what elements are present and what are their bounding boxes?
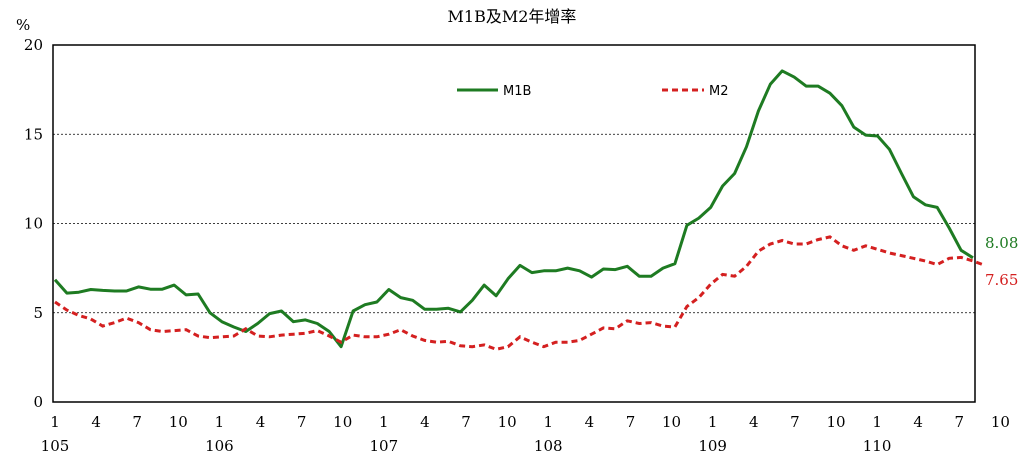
chart-title: M1B及M2年增率 <box>448 7 577 26</box>
x-tick-label-month: 10 <box>662 413 681 431</box>
x-tick-label-month: 1 <box>708 413 718 431</box>
y-tick-label: 15 <box>24 125 43 143</box>
y-tick-label: 0 <box>33 393 43 411</box>
y-tick-label: 20 <box>24 36 43 54</box>
x-tick-label-month: 10 <box>169 413 188 431</box>
x-tick-label-month: 10 <box>498 413 517 431</box>
x-tick-label-month: 4 <box>91 413 101 431</box>
gridlines <box>53 133 975 314</box>
x-tick-label-month: 7 <box>790 413 800 431</box>
x-tick-label-year: 110 <box>863 437 892 455</box>
legend-label-m1b: M1B <box>503 84 531 99</box>
x-tick-label-month: 10 <box>991 413 1010 431</box>
series-line-m1b <box>53 69 974 349</box>
x-tick-label-month: 4 <box>585 413 595 431</box>
x-tick-label-month: 1 <box>872 413 882 431</box>
x-tick-label-month: 10 <box>333 413 352 431</box>
x-tick-label-month: 4 <box>420 413 430 431</box>
x-tick-label-month: 7 <box>132 413 142 431</box>
x-tick-label-month: 7 <box>461 413 471 431</box>
y-tick-label: 5 <box>33 304 43 322</box>
plot-area-frame <box>52 44 976 403</box>
x-axis-ticks: 1471014710147101471014710147101410510610… <box>41 413 1010 455</box>
x-tick-label-month: 10 <box>826 413 845 431</box>
x-tick-label-month: 1 <box>379 413 389 431</box>
y-axis-unit-label: % <box>16 16 30 34</box>
y-tick-label: 10 <box>24 215 43 233</box>
end-label-m1b: 8.08 <box>985 234 1018 252</box>
end-label-m2: 7.65 <box>985 271 1018 289</box>
x-tick-label-month: 7 <box>955 413 965 431</box>
x-tick-label-year: 109 <box>698 437 727 455</box>
legend: M1B M2 <box>457 84 729 99</box>
legend-label-m2: M2 <box>709 84 729 99</box>
y-axis-ticks: 0 5 10 15 20 <box>24 36 43 411</box>
x-tick-label-month: 4 <box>256 413 266 431</box>
x-tick-label-month: 1 <box>215 413 225 431</box>
series-line-m2 <box>54 235 986 351</box>
x-tick-label-year: 106 <box>205 437 234 455</box>
x-tick-label-month: 1 <box>50 413 60 431</box>
x-tick-label-month: 4 <box>913 413 923 431</box>
x-tick-label-month: 4 <box>749 413 759 431</box>
x-tick-label-year: 105 <box>41 437 70 455</box>
x-tick-label-month: 7 <box>626 413 636 431</box>
x-tick-label-month: 1 <box>543 413 553 431</box>
x-tick-label-year: 107 <box>370 437 399 455</box>
x-tick-label-month: 7 <box>297 413 307 431</box>
x-tick-label-year: 108 <box>534 437 563 455</box>
